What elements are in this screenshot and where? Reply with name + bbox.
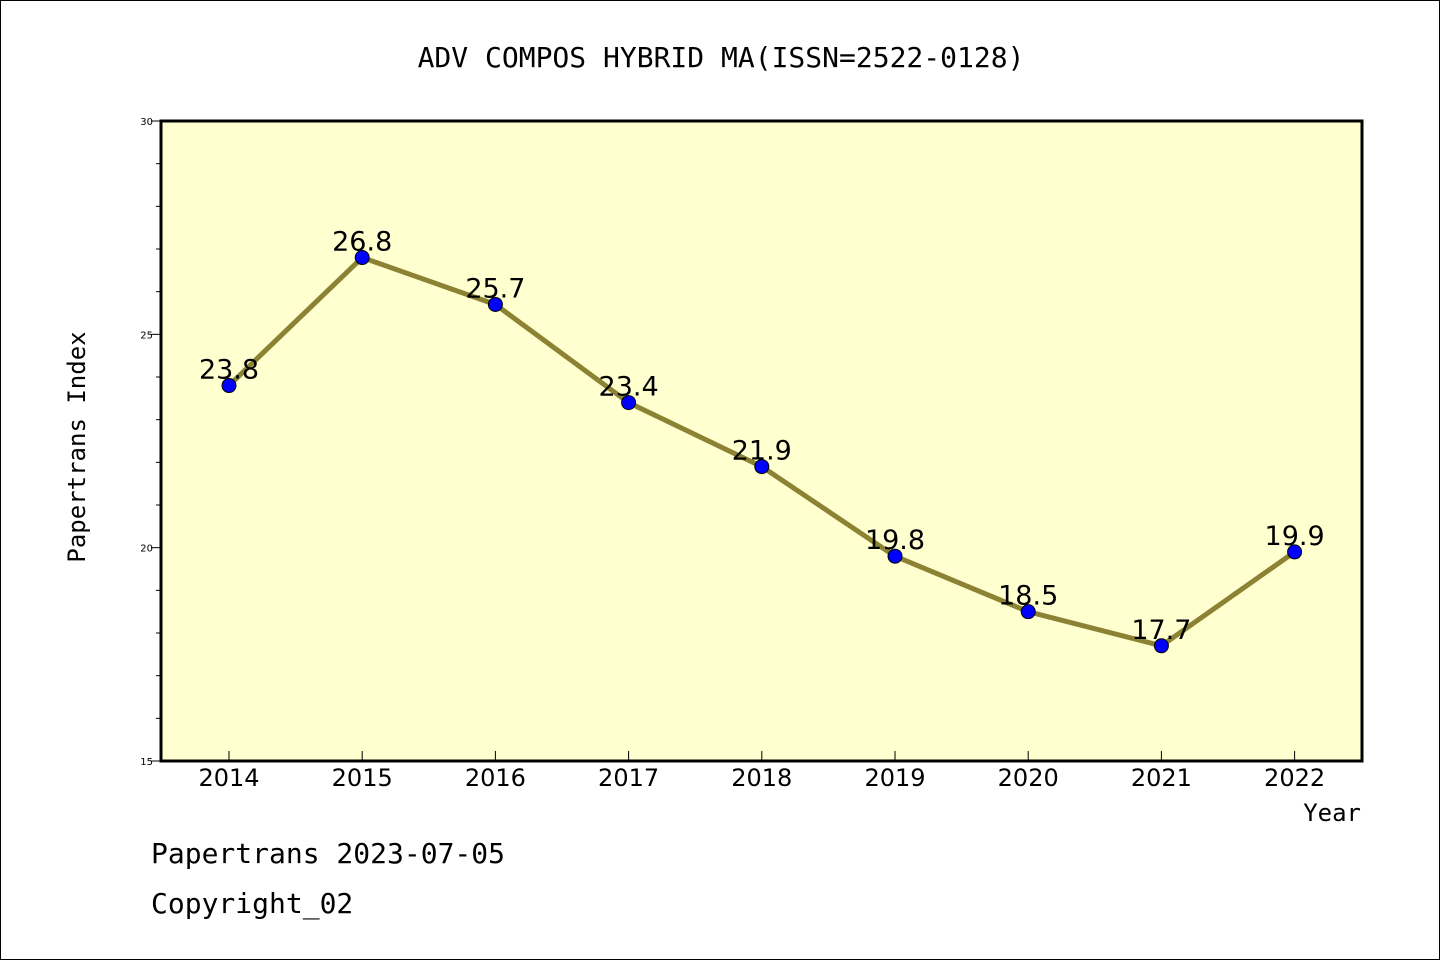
y-axis-label: Papertrans Index (63, 331, 91, 562)
data-point (754, 459, 770, 475)
data-point (887, 548, 903, 564)
x-tick-label: 2022 (1264, 764, 1325, 792)
y-tick-label: 25 (140, 330, 153, 341)
x-tick-label: 2016 (465, 764, 526, 792)
y-axis-ticks: 15 20 25 30 (140, 117, 161, 768)
y-tick-label: 20 (140, 544, 153, 555)
x-tick-label: 2015 (332, 764, 393, 792)
data-point (621, 395, 637, 411)
data-point (1287, 544, 1303, 560)
footer-copyright-text: Copyright_02 (151, 887, 354, 920)
x-tick-label: 2020 (998, 764, 1059, 792)
data-point (1153, 638, 1169, 654)
footer-date-text: Papertrans 2023-07-05 (151, 837, 506, 870)
data-point (221, 378, 237, 394)
x-tick-label: 2014 (198, 764, 259, 792)
y-tick-label: 15 (140, 757, 153, 768)
data-point (354, 250, 370, 266)
series-group: 23.826.825.723.421.919.818.517.719.9 (199, 227, 1325, 654)
x-axis-label: Year (1303, 799, 1361, 827)
x-tick-label: 2021 (1131, 764, 1192, 792)
data-point (1020, 604, 1036, 620)
y-tick-label: 30 (140, 117, 153, 128)
x-axis-ticks: 2014 2015 2016 2017 2018 2019 2020 2021 2022 (198, 751, 1325, 792)
x-tick-label: 2019 (864, 764, 925, 792)
plot-area (159, 119, 1364, 763)
data-point (487, 296, 503, 312)
x-tick-label: 2018 (731, 764, 792, 792)
x-tick-label: 2017 (598, 764, 659, 792)
chart-title: ADV COMPOS HYBRID MA(ISSN=2522-0128) (418, 41, 1025, 74)
